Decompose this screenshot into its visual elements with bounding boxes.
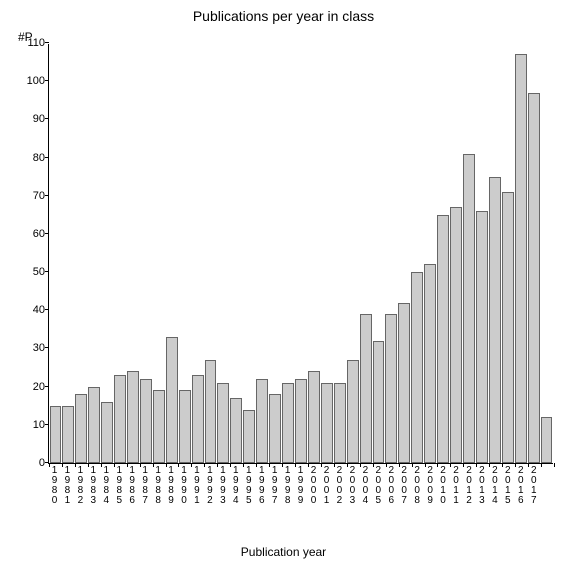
bar	[256, 379, 268, 463]
bar	[179, 390, 191, 463]
x-tick-label: 1 9 9 2	[203, 466, 216, 506]
bar	[489, 177, 501, 463]
bar	[166, 337, 178, 463]
x-tick-label: 1 9 8 2	[74, 466, 87, 506]
x-tick-label: 2 0 1 1	[450, 466, 463, 506]
bar	[360, 314, 372, 463]
bar	[385, 314, 397, 463]
bar	[424, 264, 436, 463]
x-tick-label: 1 9 9 7	[268, 466, 281, 506]
x-tick-label: 1 9 8 4	[100, 466, 113, 506]
bar	[528, 93, 540, 463]
x-tick-label: 2 0 1 7	[527, 466, 540, 506]
bar	[62, 406, 74, 463]
bar	[88, 387, 100, 463]
x-tick-label: 2 0 1 4	[488, 466, 501, 506]
x-tick-label: 2 0 0 5	[372, 466, 385, 506]
bar	[101, 402, 113, 463]
x-axis-label: Publication year	[0, 545, 567, 559]
bar	[476, 211, 488, 463]
x-tick-label: 1 9 8 5	[113, 466, 126, 506]
x-tick-label: 1 9 9 9	[294, 466, 307, 506]
bar	[398, 303, 410, 463]
bar	[437, 215, 449, 463]
x-axis-tick-labels: 1 9 8 01 9 8 11 9 8 21 9 8 31 9 8 41 9 8…	[48, 466, 553, 506]
y-tick-label: 10	[33, 419, 49, 431]
x-tick-label: 1 9 8 6	[126, 466, 139, 506]
bar	[347, 360, 359, 463]
x-tick-label: 1 9 8 0	[48, 466, 61, 506]
bar	[114, 375, 126, 463]
y-tick-label: 40	[33, 304, 49, 316]
bar	[75, 394, 87, 463]
x-tick-label: 1 9 9 3	[216, 466, 229, 506]
bar	[308, 371, 320, 463]
x-tick-label: 2 0 1 2	[463, 466, 476, 506]
bar	[230, 398, 242, 463]
x-tick-label: 1 9 8 3	[87, 466, 100, 506]
bar	[243, 410, 255, 463]
y-tick-label: 110	[27, 37, 49, 49]
bar	[411, 272, 423, 463]
x-tick-label: 1 9 8 1	[61, 466, 74, 506]
x-tick-label: 2 0 1 0	[437, 466, 450, 506]
bar	[192, 375, 204, 463]
y-tick-mark	[45, 42, 49, 43]
bar	[282, 383, 294, 463]
x-tick-label	[540, 466, 553, 506]
x-tick-mark	[554, 463, 555, 467]
x-tick-label: 1 9 8 8	[152, 466, 165, 506]
x-tick-label: 2 0 0 9	[424, 466, 437, 506]
bar	[205, 360, 217, 463]
x-tick-label: 2 0 0 4	[359, 466, 372, 506]
y-tick-label: 70	[33, 190, 49, 202]
bar	[541, 417, 553, 463]
x-tick-label: 2 0 1 6	[514, 466, 527, 506]
x-tick-label: 1 9 9 6	[255, 466, 268, 506]
bar	[450, 207, 462, 463]
x-tick-label: 1 9 9 8	[281, 466, 294, 506]
chart-container: Publications per year in class #P 010203…	[0, 0, 567, 567]
y-tick-label: 100	[27, 75, 49, 87]
bar	[153, 390, 165, 463]
x-tick-label: 2 0 1 3	[475, 466, 488, 506]
bar	[463, 154, 475, 463]
bar	[269, 394, 281, 463]
x-tick-label: 1 9 8 9	[165, 466, 178, 506]
bar	[321, 383, 333, 463]
x-tick-label: 2 0 0 7	[398, 466, 411, 506]
bar	[515, 54, 527, 463]
x-tick-label: 2 0 0 2	[333, 466, 346, 506]
x-tick-label: 1 9 8 7	[139, 466, 152, 506]
chart-title: Publications per year in class	[0, 8, 567, 24]
plot-area: 0102030405060708090100110	[48, 44, 553, 464]
x-tick-label: 1 9 9 1	[190, 466, 203, 506]
bar	[334, 383, 346, 463]
x-tick-label: 1 9 9 0	[178, 466, 191, 506]
bar	[373, 341, 385, 463]
x-tick-label: 2 0 0 8	[411, 466, 424, 506]
x-tick-label: 2 0 0 3	[346, 466, 359, 506]
y-tick-label: 60	[33, 228, 49, 240]
y-tick-label: 50	[33, 266, 49, 278]
x-tick-label: 1 9 9 4	[229, 466, 242, 506]
bar	[217, 383, 229, 463]
bar	[127, 371, 139, 463]
bar	[140, 379, 152, 463]
bar	[50, 406, 62, 463]
x-tick-label: 1 9 9 5	[242, 466, 255, 506]
y-tick-label: 90	[33, 113, 49, 125]
x-tick-label: 2 0 0 6	[385, 466, 398, 506]
bar-series	[49, 44, 553, 463]
y-tick-label: 80	[33, 152, 49, 164]
x-tick-label: 2 0 0 1	[320, 466, 333, 506]
x-tick-label: 2 0 1 5	[501, 466, 514, 506]
bar	[502, 192, 514, 463]
x-tick-label: 2 0 0 0	[307, 466, 320, 506]
y-tick-label: 30	[33, 342, 49, 354]
bar	[295, 379, 307, 463]
y-tick-label: 20	[33, 381, 49, 393]
